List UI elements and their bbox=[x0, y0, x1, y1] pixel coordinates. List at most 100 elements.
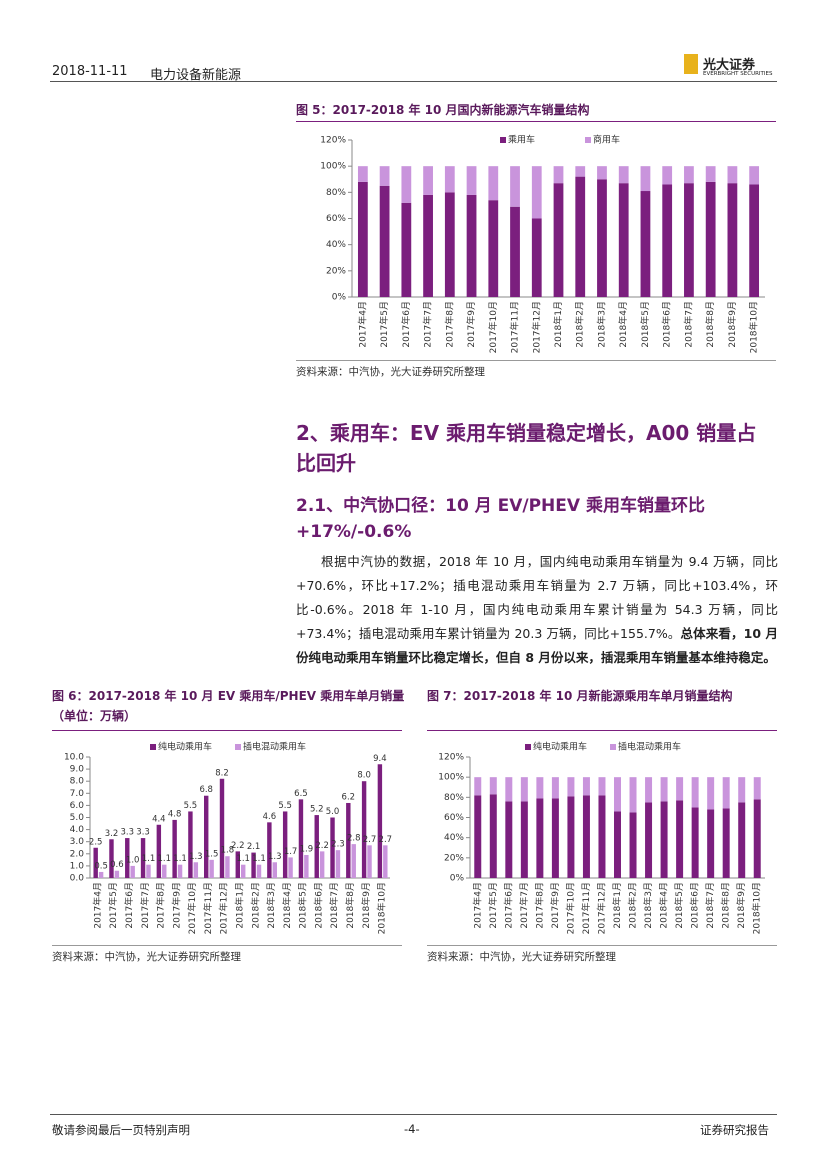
bar bbox=[640, 191, 651, 297]
bar bbox=[466, 166, 477, 195]
bar bbox=[629, 777, 637, 813]
header-date: 2018-11-11 bbox=[52, 64, 128, 79]
data-label: 1.1 bbox=[252, 854, 266, 864]
legend-label: 乘用车 bbox=[508, 134, 535, 146]
bar bbox=[645, 802, 653, 878]
y-tick-label: 60% bbox=[444, 813, 464, 823]
logo-en: EVERBRIGHT SECURITIES bbox=[703, 71, 773, 77]
x-tick-label: 2017年11月 bbox=[202, 882, 214, 934]
bar bbox=[727, 183, 738, 297]
x-tick-label: 2017年4月 bbox=[471, 882, 483, 929]
y-tick-label: 7.0 bbox=[70, 789, 85, 799]
x-tick-label: 2018年10月 bbox=[376, 882, 388, 934]
y-tick-label: 9.0 bbox=[70, 765, 85, 775]
x-tick-label: 2018年6月 bbox=[689, 882, 701, 929]
bar bbox=[640, 166, 651, 192]
footer-right: 证券研究报告 bbox=[700, 1123, 769, 1137]
legend-swatch bbox=[610, 744, 616, 750]
bar bbox=[553, 183, 564, 297]
data-label: 4.4 bbox=[152, 814, 166, 824]
data-label: 1.3 bbox=[189, 852, 203, 862]
bar bbox=[241, 864, 246, 878]
bar bbox=[361, 781, 367, 878]
data-label: 1.5 bbox=[205, 849, 219, 859]
bar bbox=[582, 777, 590, 796]
x-tick-label: 2018年1月 bbox=[234, 882, 246, 929]
bar bbox=[474, 777, 482, 796]
header-section: 电力设备新能源 bbox=[150, 68, 242, 83]
x-tick-label: 2018年4月 bbox=[658, 882, 670, 929]
bar bbox=[645, 777, 653, 803]
header-rule bbox=[50, 81, 777, 82]
bar bbox=[225, 856, 230, 878]
x-tick-label: 2018年7月 bbox=[704, 882, 716, 929]
data-label: 8.0 bbox=[357, 771, 371, 781]
figure-caption: 图 6：2017-2018 年 10 月 EV 乘用车/PHEV 乘用车单月销量… bbox=[52, 689, 405, 723]
paragraph: 根据中汽协的数据，2018 年 10 月，国内纯电动乘用车销量为 9.4 万辆，… bbox=[296, 550, 778, 670]
bar bbox=[235, 851, 240, 878]
y-tick-label: 5.0 bbox=[70, 813, 85, 823]
y-tick-label: 120% bbox=[438, 753, 464, 763]
bar bbox=[488, 200, 499, 297]
bar bbox=[531, 166, 542, 219]
bar bbox=[676, 800, 684, 878]
x-tick-label: 2018年10月 bbox=[748, 301, 760, 353]
bar bbox=[684, 166, 694, 184]
y-tick-label: 2.0 bbox=[70, 849, 85, 859]
bar bbox=[177, 864, 183, 878]
body-text: 根据中汽协的数据，2018 年 10 月，国内纯电动乘用车销量为 9.4 万辆，… bbox=[296, 554, 778, 641]
bar bbox=[749, 184, 760, 297]
bar bbox=[351, 844, 356, 878]
x-tick-label: 2018年9月 bbox=[735, 882, 747, 929]
x-tick-label: 2017年7月 bbox=[518, 882, 530, 929]
bar bbox=[172, 819, 177, 878]
bar bbox=[738, 802, 746, 878]
data-label: 1.1 bbox=[157, 854, 171, 864]
bar bbox=[553, 166, 564, 184]
data-label: 3.2 bbox=[105, 829, 119, 839]
x-tick-label: 2018年7月 bbox=[682, 301, 694, 348]
bar bbox=[401, 166, 412, 203]
y-tick-label: 0% bbox=[332, 293, 347, 303]
data-label: 2.2 bbox=[231, 841, 245, 851]
bar bbox=[193, 862, 199, 878]
x-tick-label: 2018年9月 bbox=[360, 882, 372, 929]
bar bbox=[575, 166, 586, 177]
bar bbox=[707, 777, 715, 810]
bar bbox=[319, 851, 325, 878]
heading: 2、乘用车：EV 乘用车销量稳定增长，A00 销量占比回升 bbox=[296, 421, 757, 475]
bar bbox=[676, 777, 684, 801]
data-label: 2.7 bbox=[363, 835, 377, 845]
legend-label: 插电混动乘用车 bbox=[243, 741, 306, 753]
bar bbox=[304, 855, 309, 878]
x-tick-label: 2018年6月 bbox=[312, 882, 324, 929]
bar bbox=[146, 864, 151, 878]
data-label: 1.3 bbox=[268, 852, 282, 862]
bar bbox=[684, 183, 694, 297]
bar bbox=[109, 839, 114, 878]
x-tick-label: 2017年10月 bbox=[186, 882, 198, 934]
bar bbox=[629, 812, 637, 878]
bar bbox=[753, 777, 761, 800]
bar bbox=[114, 870, 120, 878]
x-tick-label: 2018年10月 bbox=[751, 882, 763, 934]
bar bbox=[298, 799, 304, 878]
bar bbox=[614, 811, 621, 878]
x-tick-label: 2018年8月 bbox=[720, 882, 732, 929]
x-tick-label: 2018年3月 bbox=[595, 301, 607, 348]
bar bbox=[531, 218, 542, 297]
x-tick-label: 2018年5月 bbox=[297, 882, 309, 929]
footer-page: -4- bbox=[404, 1122, 420, 1136]
bar bbox=[520, 801, 528, 878]
x-tick-label: 2017年5月 bbox=[107, 882, 119, 929]
data-label: 2.1 bbox=[247, 842, 261, 852]
legend-label: 纯电动乘用车 bbox=[158, 741, 212, 753]
bar bbox=[691, 777, 699, 808]
bar bbox=[722, 777, 730, 809]
y-tick-label: 60% bbox=[326, 214, 346, 224]
y-tick-label: 6.0 bbox=[70, 801, 85, 811]
bar bbox=[753, 799, 761, 878]
bar bbox=[93, 847, 98, 878]
bar bbox=[251, 852, 256, 878]
data-label: 1.9 bbox=[300, 845, 314, 855]
